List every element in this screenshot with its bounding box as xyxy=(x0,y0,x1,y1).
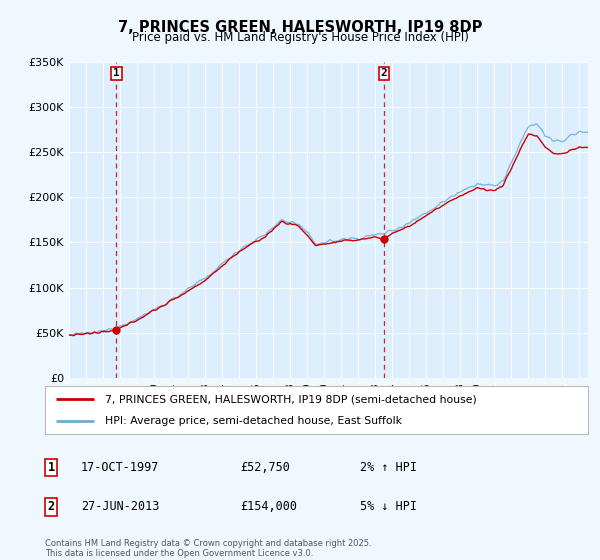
Text: 1: 1 xyxy=(47,461,55,474)
Text: 1: 1 xyxy=(113,68,120,78)
Text: 2% ↑ HPI: 2% ↑ HPI xyxy=(360,461,417,474)
Text: 5% ↓ HPI: 5% ↓ HPI xyxy=(360,500,417,514)
Text: HPI: Average price, semi-detached house, East Suffolk: HPI: Average price, semi-detached house,… xyxy=(105,416,402,426)
Text: 27-JUN-2013: 27-JUN-2013 xyxy=(81,500,160,514)
Text: 7, PRINCES GREEN, HALESWORTH, IP19 8DP (semi-detached house): 7, PRINCES GREEN, HALESWORTH, IP19 8DP (… xyxy=(105,394,476,404)
Text: Price paid vs. HM Land Registry's House Price Index (HPI): Price paid vs. HM Land Registry's House … xyxy=(131,31,469,44)
Text: 2: 2 xyxy=(47,500,55,514)
Text: £52,750: £52,750 xyxy=(240,461,290,474)
Text: 17-OCT-1997: 17-OCT-1997 xyxy=(81,461,160,474)
Text: Contains HM Land Registry data © Crown copyright and database right 2025.
This d: Contains HM Land Registry data © Crown c… xyxy=(45,539,371,558)
Text: 7, PRINCES GREEN, HALESWORTH, IP19 8DP: 7, PRINCES GREEN, HALESWORTH, IP19 8DP xyxy=(118,20,482,35)
Text: £154,000: £154,000 xyxy=(240,500,297,514)
Text: 2: 2 xyxy=(380,68,387,78)
